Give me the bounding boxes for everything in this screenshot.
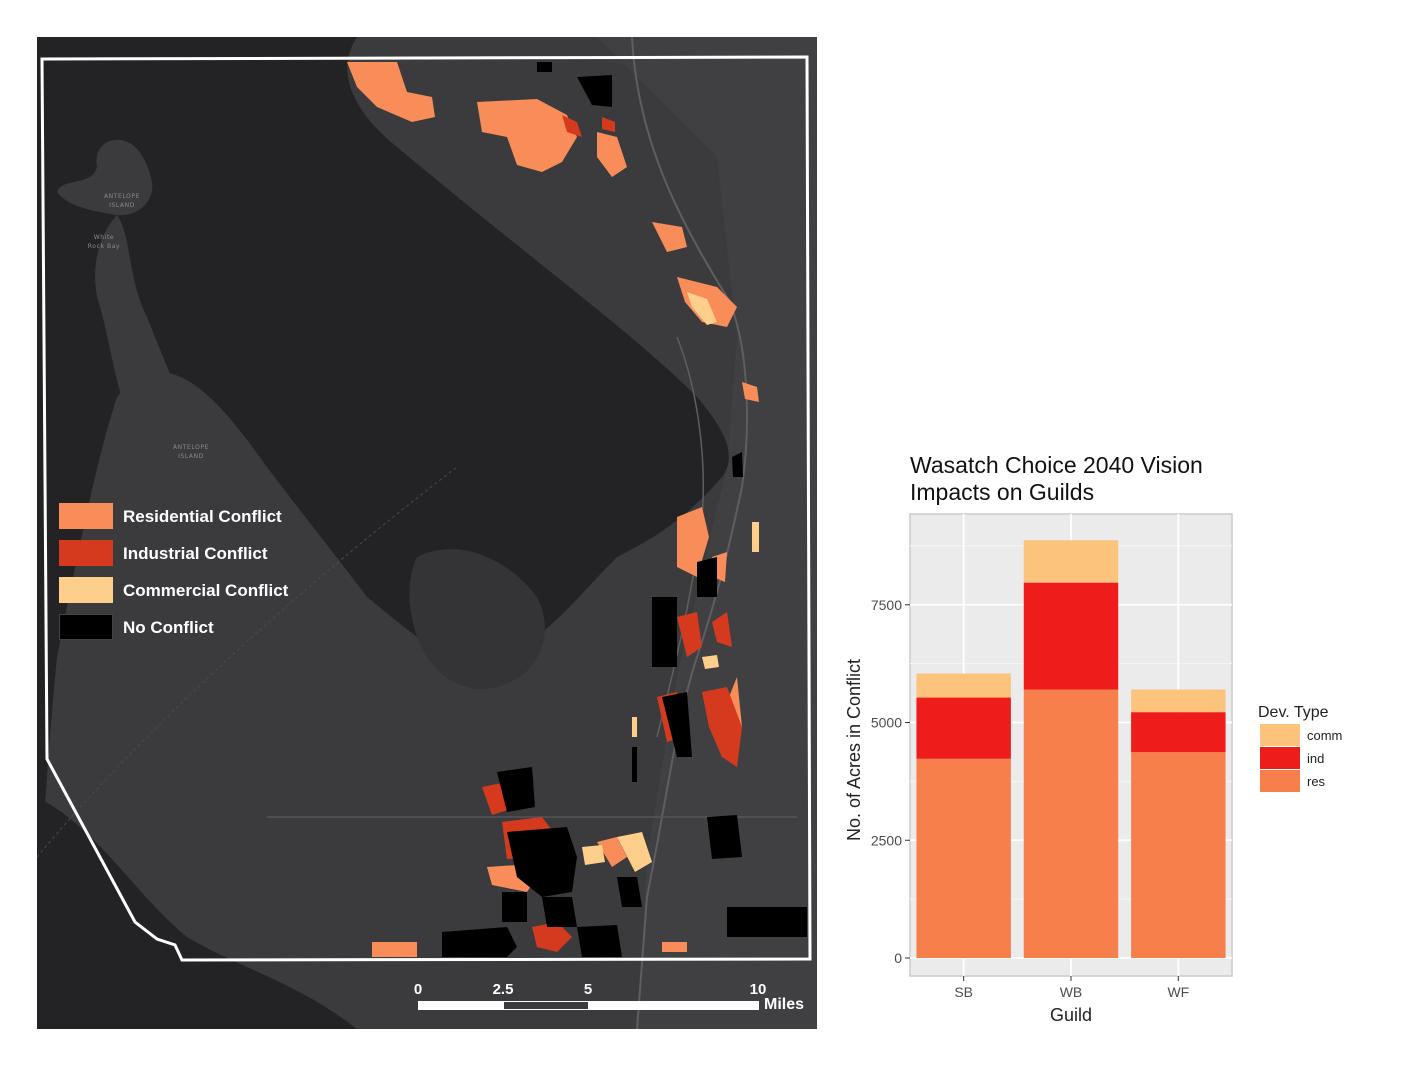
road [37,466,458,858]
x-tick-label: WF [1167,984,1189,1000]
legend-key-label: res [1307,774,1326,789]
lake-southwest [37,797,357,1029]
chart-legend: Dev. Type comm ind res [1258,704,1342,792]
plot-area [909,513,1233,977]
legend-key-comm [1260,724,1300,746]
y-axis-title: No. of Acres in Conflict [844,659,864,841]
chart-title-line: Impacts on Guilds [910,479,1094,505]
legend-label: No Conflict [123,618,214,637]
scale-segment [418,1001,504,1010]
scale-bar: 0 2.5 5 10 Miles [413,979,817,1019]
legend-key-ind [1260,747,1300,769]
scale-unit: Miles [764,996,805,1013]
small-island [288,836,358,867]
bar-segment-comm-SB [916,673,1011,698]
bar-segment-res-SB [916,758,1011,958]
basemap [37,37,817,1029]
legend-key-label: ind [1307,751,1324,766]
urban-land [597,37,817,1029]
bar-segment-ind-WB [1023,582,1119,690]
legend-item: Residential Conflict [59,503,359,529]
x-axis: SB WB WF [954,976,1189,1000]
antelope-island [57,139,307,731]
y-tick-label: 5000 [871,715,902,731]
legend-swatch [59,503,113,529]
x-tick-label: SB [954,984,973,1000]
legend-label: Industrial Conflict [123,544,268,563]
x-axis-title: Guild [1050,1005,1092,1025]
bar-segment-ind-WF [1131,712,1226,753]
bar-segment-res-WB [1023,689,1119,958]
legend-key-res [1260,770,1300,792]
legend-swatch [59,540,113,566]
legend-item: No Conflict [59,614,359,640]
bar-segment-ind-SB [916,697,1011,759]
scale-tick-label: 0 [413,981,423,998]
legend-swatch [59,614,113,640]
legend-label: Residential Conflict [123,507,282,526]
great-salt-lake [37,37,729,937]
legend-swatch [59,577,113,603]
study-area-outline [40,55,812,962]
place-label: ANTELOPE ISLAND [172,444,210,460]
y-tick-label: 7500 [871,597,902,613]
bar-segment-res-WF [1131,752,1226,958]
x-tick-label: WB [1060,984,1083,1000]
bar-segment-comm-WB [1023,540,1119,583]
legend-key-label: comm [1307,728,1342,743]
stacked-bar-chart: Wasatch Choice 2040 Vision Impacts on Gu… [844,452,1342,1025]
y-tick-label: 0 [894,950,902,966]
legend-item: Commercial Conflict [59,577,359,603]
place-label: White Rock Bay [87,234,121,250]
no-conflict-parcels [442,62,807,957]
scale-tick-label: 10 [749,981,767,998]
scale-tick-label: 2.5 [492,981,514,998]
legend-item: Industrial Conflict [59,540,359,566]
y-axis: 0 2500 5000 7500 [871,597,910,966]
place-label: ANTELOPE ISLAND [103,193,141,209]
map-panel[interactable]: ANTELOPE ISLAND White Rock Bay ANTELOPE … [37,37,817,1029]
scale-segment [588,1001,759,1010]
legend-label: Commercial Conflict [123,581,289,600]
commercial-conflict-parcels [582,292,759,872]
marsh-area [409,549,545,689]
chart-title-line: Wasatch Choice 2040 Vision [910,452,1203,478]
legend-title: Dev. Type [1258,704,1329,721]
scale-segment [503,1001,589,1010]
bar-segment-comm-WF [1131,689,1226,713]
y-tick-label: 2500 [871,832,902,848]
scale-tick-label: 5 [583,981,593,998]
